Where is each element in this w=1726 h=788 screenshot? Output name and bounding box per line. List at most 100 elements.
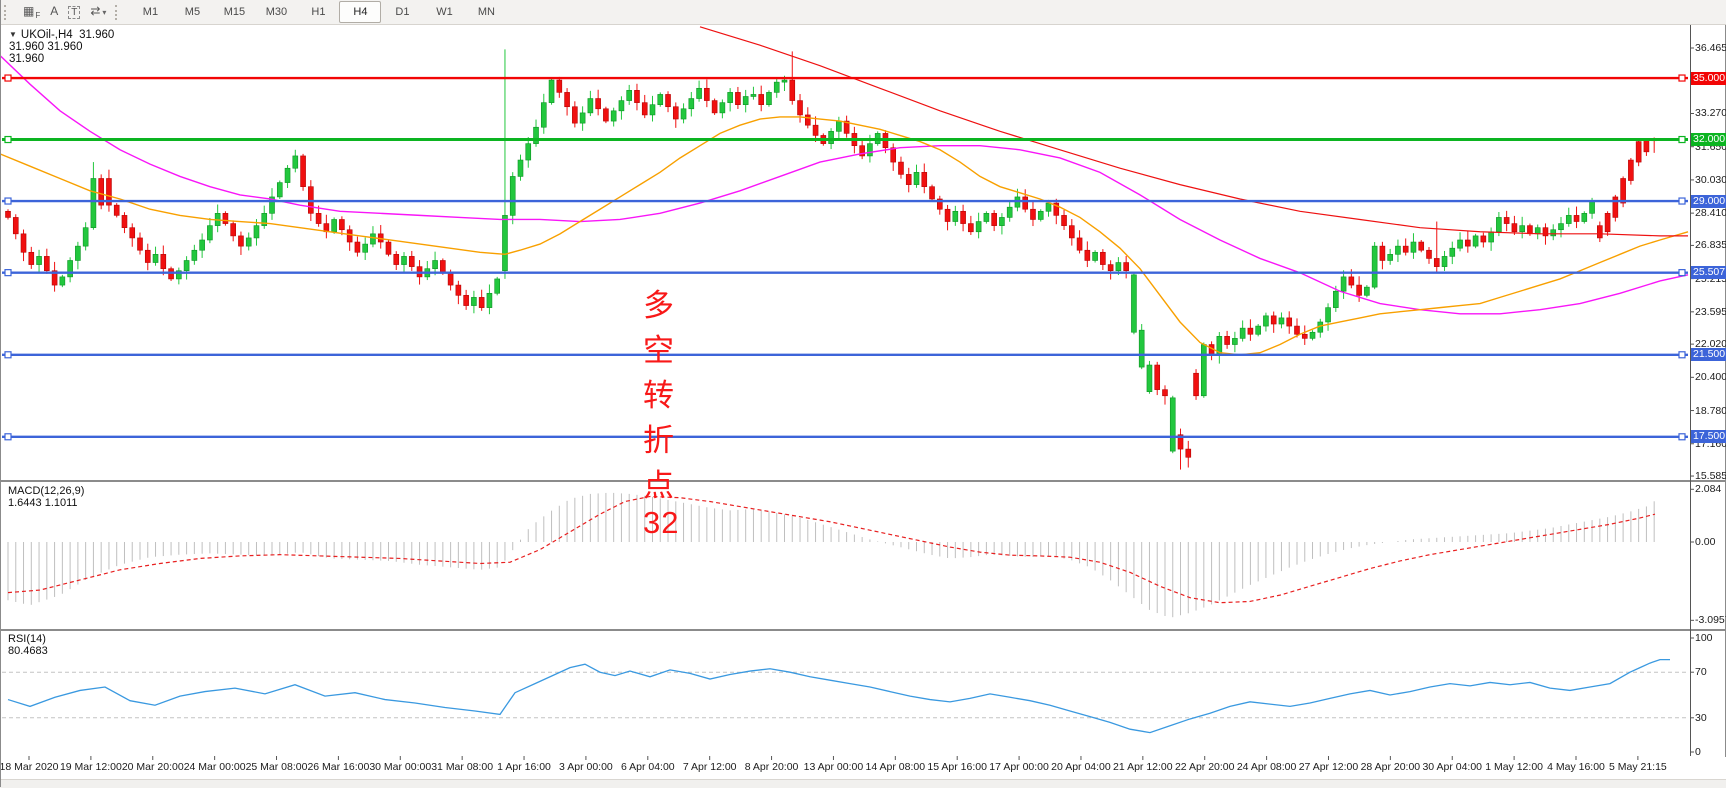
tf-button-mn[interactable]: MN [477,6,495,18]
tf-button-h1[interactable]: H1 [311,6,326,18]
candle-body [556,79,563,93]
candle-body [261,213,268,226]
candle-body [191,249,198,261]
main-chart-panel[interactable] [0,24,1726,481]
macd-tick-label: 0.00 [1695,536,1716,548]
toolbar-drag-handle-2[interactable] [115,4,122,20]
candle-body [207,225,213,241]
candle-body [393,254,400,265]
candle-body [1193,372,1199,397]
tool-button-font-icon[interactable]: A [50,3,59,18]
hline-anchor [1678,433,1686,441]
date-tick-label: 19 Mar 12:00 [59,761,122,773]
candle-body [1092,251,1098,261]
price-tag-25.507: 25.507 [1691,266,1726,280]
candle-body [152,254,159,263]
candle-body [1138,329,1145,368]
ma-red-line [699,26,1688,237]
candle-body [354,241,361,253]
hline-anchor [4,74,12,82]
candle-body [502,215,508,272]
ma-orange-line [0,116,1689,356]
date-tick-label: 3 Apr 00:00 [559,761,613,773]
candle-body [1146,364,1153,392]
macd-tick-label: -3.0957 [1695,614,1726,627]
candle-body [1239,327,1246,339]
candle-body [929,186,935,200]
candle-body [572,106,578,124]
tool-button-cycle-arrows-icon[interactable]: ⇄ ▾ [90,3,107,18]
candle-body [781,79,788,83]
date-tick-label: 17 Apr 00:00 [989,761,1049,773]
candle-body [704,87,710,101]
tf-button-w1[interactable]: W1 [436,6,453,18]
candle-body [1620,178,1626,204]
candle-body [1589,200,1595,214]
candle-body [385,241,392,255]
candle-body [812,124,819,136]
candle-body [1278,317,1285,325]
candle-body [300,155,306,187]
candle-body [12,217,19,235]
tf-button-m15[interactable]: M15 [223,6,246,18]
candle-body [719,102,726,114]
tf-button-m1[interactable]: M1 [142,6,159,18]
tf-button-m5[interactable]: M5 [184,6,201,18]
candle-body [1333,290,1339,308]
candle-body [1496,217,1502,233]
candle-body [548,79,555,103]
tf-button-h4[interactable]: H4 [339,1,382,23]
date-tick-label: 24 Mar 00:00 [183,761,246,773]
candle-body [486,292,493,308]
candle-body [1519,225,1525,233]
candle-body [1162,389,1168,397]
candle-body [843,120,850,134]
date-tick-label: 30 Mar 00:00 [369,761,432,773]
candle-body [401,256,407,265]
candle-body [1364,286,1370,296]
candle-body [1301,333,1308,339]
price-tag-32.000: 32.000 [1691,133,1726,147]
candle-body [75,245,81,261]
tool-button-indicators-grid-icon[interactable]: ▦F [23,3,41,21]
candle-body [292,155,299,169]
hline-anchor [4,269,12,277]
candle-body [315,213,322,224]
candle-body [509,176,516,216]
candle-body [455,284,462,296]
candle-body [494,278,500,294]
annotation-text[interactable]: 多空转折点32 [643,288,680,540]
candle-body [36,256,42,265]
candle-body [199,239,205,251]
tf-button-m30[interactable]: M30 [265,6,288,18]
price-tick-label: 23.595 [1695,305,1726,318]
candle-body [867,143,873,157]
candle-body [905,174,912,185]
candle-body [936,198,943,210]
candle-body [1115,262,1122,272]
date-tick-label: 31 Mar 08:00 [431,761,494,773]
date-tick-label: 30 Apr 04:00 [1422,761,1483,773]
rsi-tick-label: 70 [1695,666,1707,679]
candle-body [742,96,749,105]
candle-body [836,120,842,132]
candle-body [1371,245,1378,288]
price-tag-35.000: 35.000 [1691,71,1726,85]
date-tick-label: 22 Apr 20:00 [1174,761,1235,773]
candle-body [144,249,151,263]
candle-body [859,145,865,157]
candle-body [137,237,143,251]
tool-button-text-box-icon[interactable]: T [63,4,85,20]
symbol-dropdown-icon[interactable]: ▼ [9,30,17,39]
candle-body [1053,202,1060,216]
price-tick-label: 36.465 [1695,42,1726,54]
macd-panel[interactable] [0,481,1726,630]
tf-button-d1[interactable]: D1 [395,6,410,18]
candle-body [1488,231,1494,243]
candle-body [672,106,679,120]
candle-body [773,81,780,93]
ohlc-readout: 31.960 31.960 31.960 31.960 [9,29,115,65]
toolbar-drag-handle[interactable] [4,4,11,20]
candle-body [657,94,664,105]
